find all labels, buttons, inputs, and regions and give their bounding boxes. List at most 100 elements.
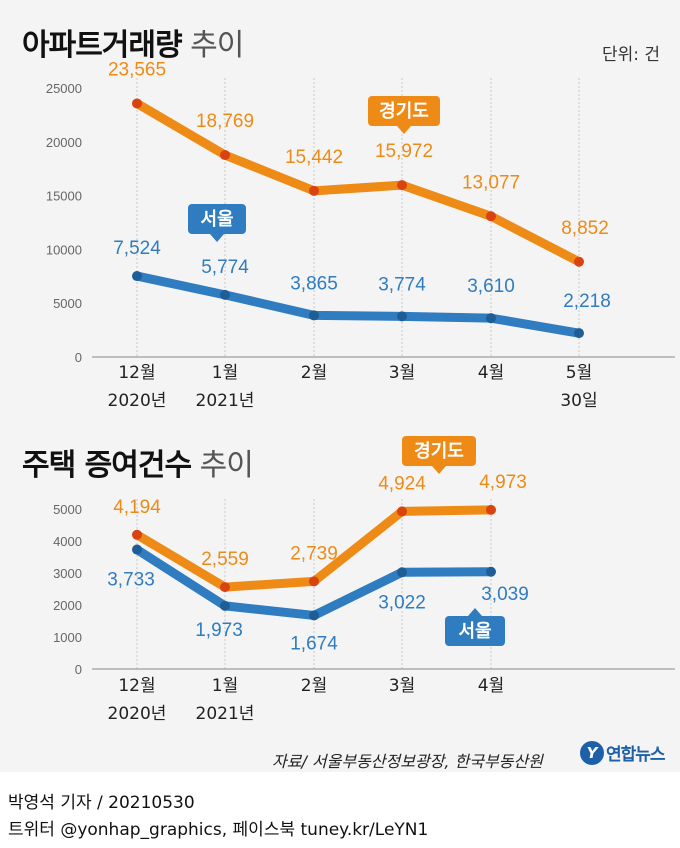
chart1-data-point xyxy=(486,313,496,324)
chart1-data-label: 3,610 xyxy=(467,276,515,297)
chart1-data-label: 15,442 xyxy=(285,147,343,168)
chart1-x-tick-sub: 2021년 xyxy=(196,391,255,411)
chart2-title: 주택 증여건수 추이 xyxy=(22,440,254,484)
chart2-data-point xyxy=(486,566,496,577)
chart2-y-tick: 2000 xyxy=(53,598,82,613)
chart2-data-label: 3,022 xyxy=(378,592,426,613)
chart1-legend-label: 경기도 xyxy=(379,101,429,122)
chart2-data-label: 1,973 xyxy=(195,620,243,641)
chart2-y-tick: 1000 xyxy=(53,630,82,645)
chart2-x-tick: 3월 xyxy=(389,676,415,696)
chart1-data-point xyxy=(132,271,142,282)
chart1-x-tick: 4월 xyxy=(478,363,504,383)
chart2-legend-label: 경기도 xyxy=(414,441,464,462)
chart1-y-tick: 25000 xyxy=(46,81,82,96)
chart2-y-tick: 0 xyxy=(75,662,82,677)
chart1-title-main: 아파트거래량 xyxy=(22,28,183,63)
chart1-data-point xyxy=(309,310,319,321)
chart1-x-tick: 3월 xyxy=(389,363,415,383)
chart1-data-label: 18,769 xyxy=(196,111,254,132)
chart2-y-tick: 3000 xyxy=(53,566,82,581)
chart2-data-point xyxy=(309,610,319,621)
chart2-data-label: 4,194 xyxy=(113,497,161,518)
chart1-data-label: 23,565 xyxy=(108,59,166,80)
chart1-data-label: 7,524 xyxy=(113,238,161,259)
chart2-data-point xyxy=(309,576,319,587)
source-note: 자료/ 서울부동산정보광장, 한국부동산원 xyxy=(272,752,543,771)
chart2-legend-badge xyxy=(402,436,476,466)
chart1-y-tick: 0 xyxy=(75,350,82,365)
chart1-data-point xyxy=(574,256,584,267)
chart1-legend-badge-tail xyxy=(210,234,224,242)
chart1-data-point xyxy=(309,185,319,196)
chart2-x-tick: 12월 xyxy=(118,676,155,696)
chart1-legend-label: 서울 xyxy=(200,209,233,230)
chart2-data-point xyxy=(132,529,142,540)
chart1-data-label: 2,218 xyxy=(563,291,611,312)
chart1-title: 아파트거래량 추이 xyxy=(22,20,244,64)
chart2-data-point xyxy=(220,582,230,593)
chart2-title-suffix: 추이 xyxy=(199,448,254,483)
chart1-data-label: 5,774 xyxy=(201,257,249,278)
chart1-series-line xyxy=(132,98,584,267)
yonhap-logo: Y 연합뉴스 xyxy=(580,740,666,765)
chart2-data-label: 3,039 xyxy=(481,584,529,605)
logo-text: 연합뉴스 xyxy=(606,745,666,765)
chart1-data-label: 8,852 xyxy=(561,218,609,239)
chart-panel-apartment xyxy=(0,0,680,432)
unit-label: 단위: 건 xyxy=(601,45,660,65)
chart1-x-tick-sub: 30일 xyxy=(560,391,597,411)
chart2-data-point xyxy=(220,600,230,611)
chart1-y-tick: 5000 xyxy=(53,296,82,311)
chart2-x-tick: 1월 xyxy=(212,676,238,696)
chart2-title-main: 주택 증여건수 xyxy=(22,448,192,483)
chart2-data-point xyxy=(397,506,407,517)
chart1-data-label: 3,774 xyxy=(378,274,426,295)
chart2-legend-badge-tail xyxy=(432,466,446,474)
chart1-data-point xyxy=(132,98,142,109)
chart1-data-label: 3,865 xyxy=(290,273,338,294)
chart2-data-label: 4,924 xyxy=(378,473,426,494)
chart1-y-tick: 20000 xyxy=(46,135,82,150)
chart1-x-tick: 2월 xyxy=(301,363,327,383)
chart1-x-tick: 5월 xyxy=(566,363,592,383)
chart1-y-tick: 15000 xyxy=(46,189,82,204)
chart2-data-label: 4,973 xyxy=(479,472,527,493)
chart1-data-point xyxy=(220,289,230,300)
chart1-y-tick: 10000 xyxy=(46,242,82,257)
chart2-x-tick: 4월 xyxy=(478,676,504,696)
chart1-data-label: 13,077 xyxy=(462,172,520,193)
chart1-series-line xyxy=(132,271,584,338)
chart1-data-point xyxy=(220,150,230,161)
chart1-legend-badge-tail xyxy=(397,126,411,134)
chart2-data-label: 2,559 xyxy=(201,549,249,570)
chart2-data-label: 3,733 xyxy=(107,570,155,591)
chart2-legend-badge xyxy=(445,616,505,646)
chart2-data-point xyxy=(132,544,142,555)
chart2-data-point xyxy=(397,567,407,578)
chart2-legend-label: 서울 xyxy=(458,621,491,642)
chart1-x-tick-sub: 2020년 xyxy=(108,391,167,411)
chart2-data-label: 1,674 xyxy=(290,633,338,654)
footer-social: 트위터 @yonhap_graphics, 페이스북 tuney.kr/LeYN… xyxy=(8,820,429,840)
chart1-data-point xyxy=(574,328,584,339)
chart2-x-tick: 2월 xyxy=(301,676,327,696)
chart2-y-tick: 4000 xyxy=(53,534,82,549)
chart2-y-tick: 5000 xyxy=(53,502,82,517)
chart1-x-tick: 12월 xyxy=(118,363,155,383)
chart1-data-point xyxy=(486,211,496,222)
chart2-x-tick-sub: 2020년 xyxy=(108,704,167,724)
chart1-data-label: 15,972 xyxy=(375,141,433,162)
chart2-legend-badge-tail xyxy=(468,608,482,616)
chart1-x-tick: 1월 xyxy=(212,363,238,383)
chart1-legend-badge xyxy=(188,204,246,234)
chart1-data-point xyxy=(397,311,407,322)
logo-icon: Y xyxy=(580,740,604,765)
chart1-legend-badge xyxy=(368,96,440,126)
chart2-x-tick-sub: 2021년 xyxy=(196,704,255,724)
footer-byline: 박영석 기자 / 20210530 xyxy=(8,793,195,813)
chart2-data-label: 2,739 xyxy=(290,543,338,564)
chart2-data-point xyxy=(486,504,496,515)
chart1-data-point xyxy=(397,180,407,191)
